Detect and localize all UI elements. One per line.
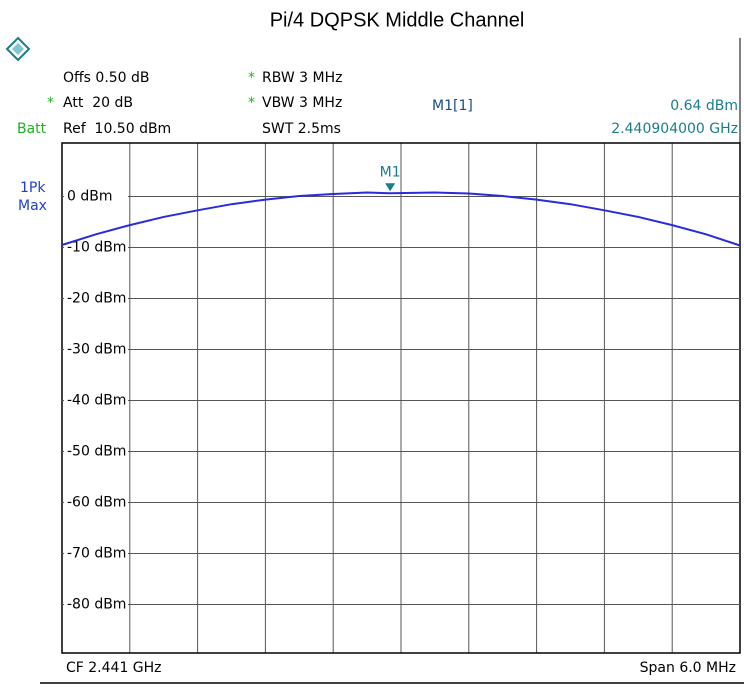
y-tick-label: -10 dBm [67,240,126,256]
y-tick-label: -30 dBm [67,342,126,358]
footer-center: CF 2.441 GHz [66,660,162,676]
footer-span: Span 6.0 MHz [640,660,736,676]
setting-flag: * [248,70,255,86]
y-tick-label: -80 dBm [67,597,126,613]
plot-frame [61,142,741,654]
trace-label: 1Pk [20,180,46,196]
trace [61,191,741,247]
y-tick-label: -50 dBm [67,444,126,460]
logo [5,36,31,62]
marker-readout-name: M1[1] [432,98,473,114]
setting: SWT 2.5ms [262,121,341,137]
tick-label-bg [64,238,128,257]
marker [385,183,396,192]
tick-label-bg [64,289,128,308]
tick-label-bg [64,340,128,359]
tick-label-bg [64,544,128,563]
tick-label-bg [64,595,128,614]
setting: Batt [17,121,47,137]
trace-label: Max [18,198,47,214]
y-tick-label: 0 dBm [67,189,113,205]
tick-label-bg [64,187,128,206]
marker-readout-frequency: 2.440904000 GHz [611,121,738,137]
y-tick-label: -40 dBm [67,393,126,409]
chart-title: Pi/4 DQPSK Middle Channel [270,9,525,31]
setting: VBW 3 MHz [262,95,342,111]
setting: Att 20 dB [63,95,133,111]
tick-label-bg [64,442,128,461]
vertical-grid [129,143,673,653]
marker-readout-value: 0.64 dBm [670,98,738,114]
setting-flag: * [248,95,255,111]
marker-label: M1 [380,164,401,180]
y-tick-label: -60 dBm [67,495,126,511]
setting-flag: * [47,95,54,111]
setting: Offs 0.50 dB [63,70,150,86]
y-tick-label: -70 dBm [67,546,126,562]
tick-label-bg [64,493,128,512]
setting: RBW 3 MHz [262,70,342,86]
setting: Ref 10.50 dBm [63,121,171,137]
y-tick-label: -20 dBm [67,291,126,307]
tick-label-bg [64,391,128,410]
